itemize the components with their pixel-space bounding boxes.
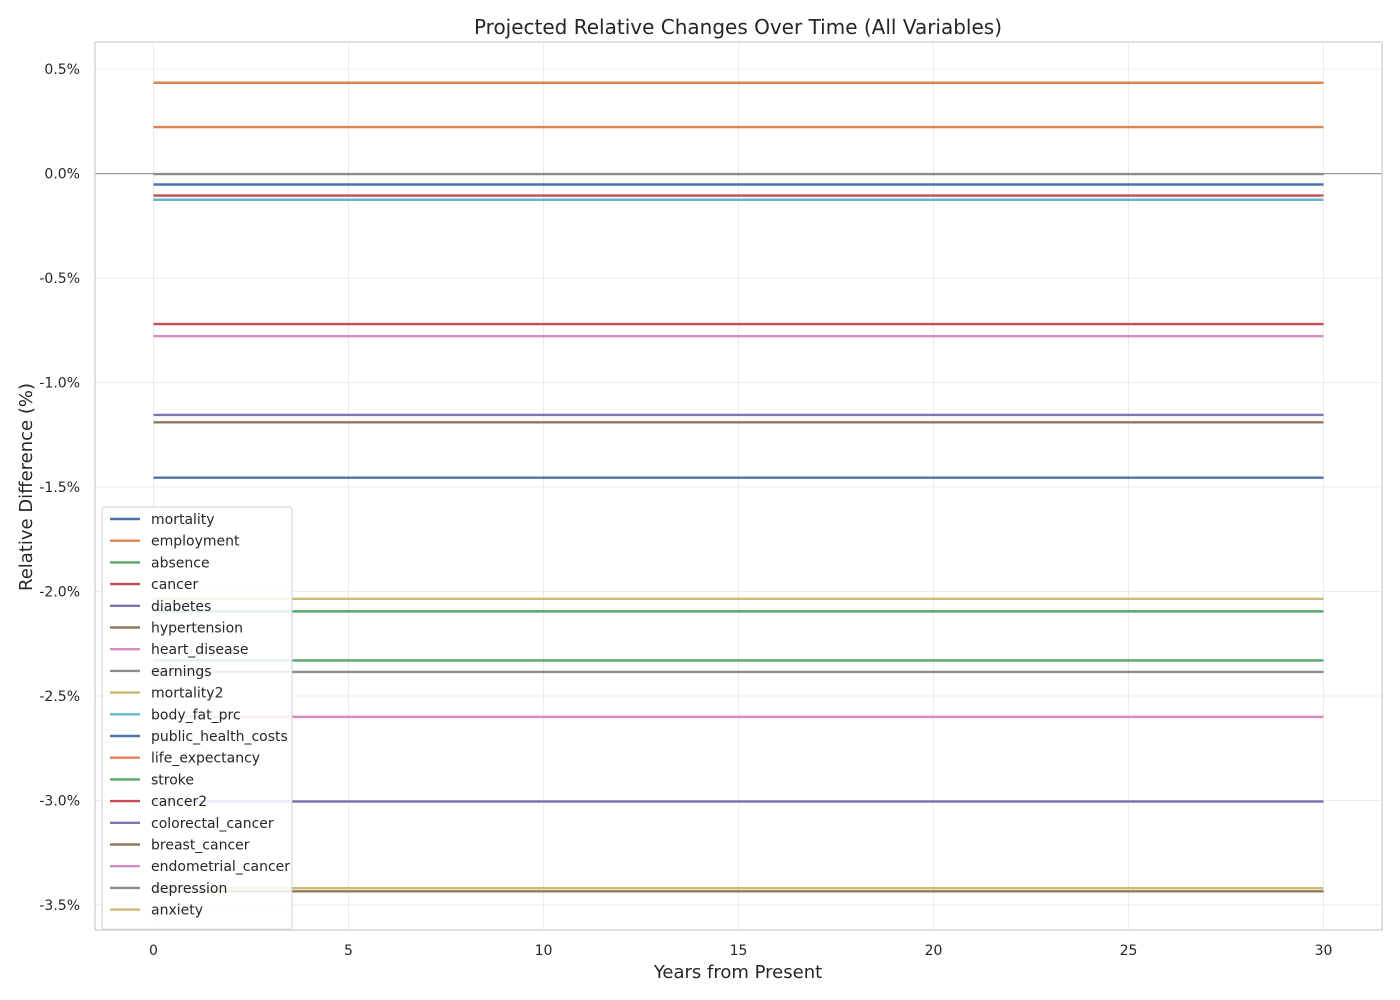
legend-label: colorectal_cancer [151,816,274,832]
grid-lines [95,42,1382,930]
y-tick-label: -3.0% [39,793,80,809]
legend-label: body_fat_prc [151,707,241,723]
y-tick-label: -1.5% [39,480,80,496]
y-tick-label: -1.0% [39,376,80,392]
y-tick-label: 0.0% [44,167,80,183]
legend-label: life_expectancy [151,751,260,767]
legend-label: hypertension [151,621,243,637]
y-tick-label: -2.0% [39,585,80,601]
legend-label: stroke [151,772,194,788]
series-lines [153,81,1324,893]
y-tick-label: -0.5% [39,271,80,287]
x-tick-label: 10 [535,943,553,959]
y-tick-label: 0.5% [44,62,80,78]
x-tick-label: 0 [149,943,158,959]
legend-label: breast_cancer [151,838,250,854]
legend-label: absence [151,555,210,571]
legend-label: mortality [151,512,215,528]
chart-title: Projected Relative Changes Over Time (Al… [474,15,1002,39]
x-tick-labels: 0 5 10 15 20 25 30 [149,943,1332,959]
legend-label: earnings [151,664,212,680]
legend-label: endometrial_cancer [151,859,290,875]
y-tick-label: -2.5% [39,689,80,705]
legend-label: cancer [151,577,198,593]
plot-frame [94,41,1383,931]
x-tick-label: 5 [344,943,353,959]
legend-label: diabetes [151,599,211,615]
legend-box [101,506,293,930]
x-tick-label: 30 [1315,943,1333,959]
x-axis-label: Years from Present [653,962,822,983]
legend-label: employment [151,534,240,550]
legend-label: heart_disease [151,642,248,658]
x-tick-label: 20 [925,943,943,959]
legend-label: depression [151,881,227,897]
x-tick-label: 25 [1120,943,1138,959]
legend-label: anxiety [151,903,203,919]
y-tick-labels: 0.5% 0.0% -0.5% -1.0% -1.5% -2.0% -2.5% -3.0% -3… [39,62,80,914]
y-axis-label: Relative Difference (%) [16,383,37,591]
legend-label: public_health_costs [151,729,288,745]
legend-label: mortality2 [151,686,224,702]
x-tick-label: 15 [730,943,748,959]
legend-label: cancer2 [151,794,207,810]
y-tick-label: -3.5% [39,898,80,914]
legend[interactable]: mortality employment absence cancer diabetes… [101,506,293,930]
